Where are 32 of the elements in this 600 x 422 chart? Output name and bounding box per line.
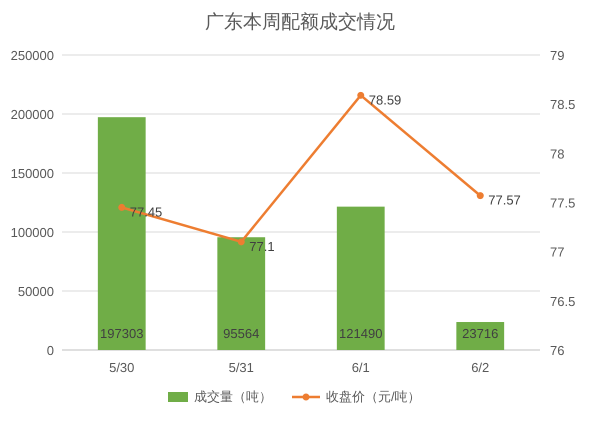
data-label: 121490 [339, 326, 382, 341]
x-tick-label: 5/31 [228, 360, 254, 375]
y-tick-label: 200000 [10, 107, 54, 122]
data-label: 77.57 [488, 192, 521, 208]
y-tick-label: 150000 [10, 166, 54, 181]
y-tick-label: 100000 [10, 225, 54, 240]
chart-title: 广东本周配额成交情况 [205, 11, 395, 33]
y2-tick-label: 79 [550, 48, 564, 63]
legend-label: 成交量（吨） [194, 389, 272, 404]
x-tick-label: 6/1 [352, 360, 370, 375]
data-label: 78.59 [368, 92, 402, 108]
point [476, 192, 484, 200]
data-label: 77.45 [130, 204, 162, 220]
y2-tick-label: 76 [550, 343, 564, 358]
y-tick-label: 50000 [18, 284, 54, 299]
point [118, 204, 126, 211]
data-label: 197303 [100, 326, 144, 341]
y2-tick-label: 77.5 [550, 196, 576, 210]
data-label: 95564 [223, 326, 260, 341]
y2-tick-label: 77 [550, 244, 564, 260]
y2-tick-label: 78.5 [550, 97, 576, 112]
point [357, 92, 364, 99]
y2-tick-label: 76.5 [550, 294, 576, 309]
x-tick-label: 6/2 [471, 360, 490, 375]
y2-tick-label: 78 [550, 146, 564, 162]
data-label: 23716 [462, 326, 498, 341]
bar [336, 206, 385, 350]
x-tick-label: 5/30 [109, 360, 134, 375]
point [238, 238, 245, 246]
legend-label: 收盘价（元/吨） [326, 389, 421, 404]
y-tick-label: 0 [46, 343, 54, 358]
y-tick-label: 250000 [10, 48, 54, 63]
